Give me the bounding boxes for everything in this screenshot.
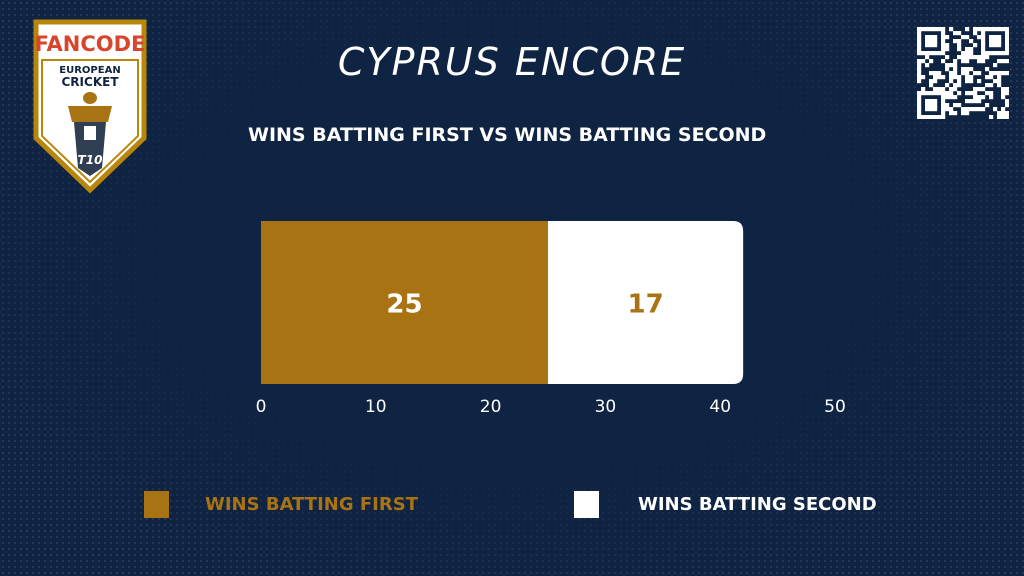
page-title: CYPRUS ENCORE (337, 40, 687, 84)
bar-value-label-2: 17 (627, 290, 663, 320)
legend-swatch-second (574, 491, 599, 518)
x-tick-label: 10 (365, 397, 387, 417)
x-tick-label: 20 (480, 397, 502, 417)
bar-value-label-1: 25 (386, 290, 422, 320)
legend-label-second: WINS BATTING SECOND (638, 494, 877, 515)
logo-badge: T10 (78, 153, 103, 167)
x-tick-label: 0 (256, 397, 267, 417)
bar-segment-1 (261, 221, 548, 384)
qr-code-icon (917, 27, 1009, 119)
logo-brand: FANCODE (35, 32, 146, 56)
x-tick-label: 30 (595, 397, 617, 417)
bar-segment-2 (548, 221, 744, 384)
x-tick-label: 40 (709, 397, 731, 417)
legend-swatch-first (144, 491, 169, 518)
x-tick-label: 50 (824, 397, 846, 417)
chart-subtitle: WINS BATTING FIRST VS WINS BATTING SECON… (248, 124, 767, 146)
trophy-icon: FANCODE EUROPEAN CRICKET T10 (33, 19, 147, 194)
logo-line2: CRICKET (62, 75, 120, 89)
legend-label-first: WINS BATTING FIRST (205, 494, 418, 515)
logo-line1: EUROPEAN (59, 65, 120, 76)
